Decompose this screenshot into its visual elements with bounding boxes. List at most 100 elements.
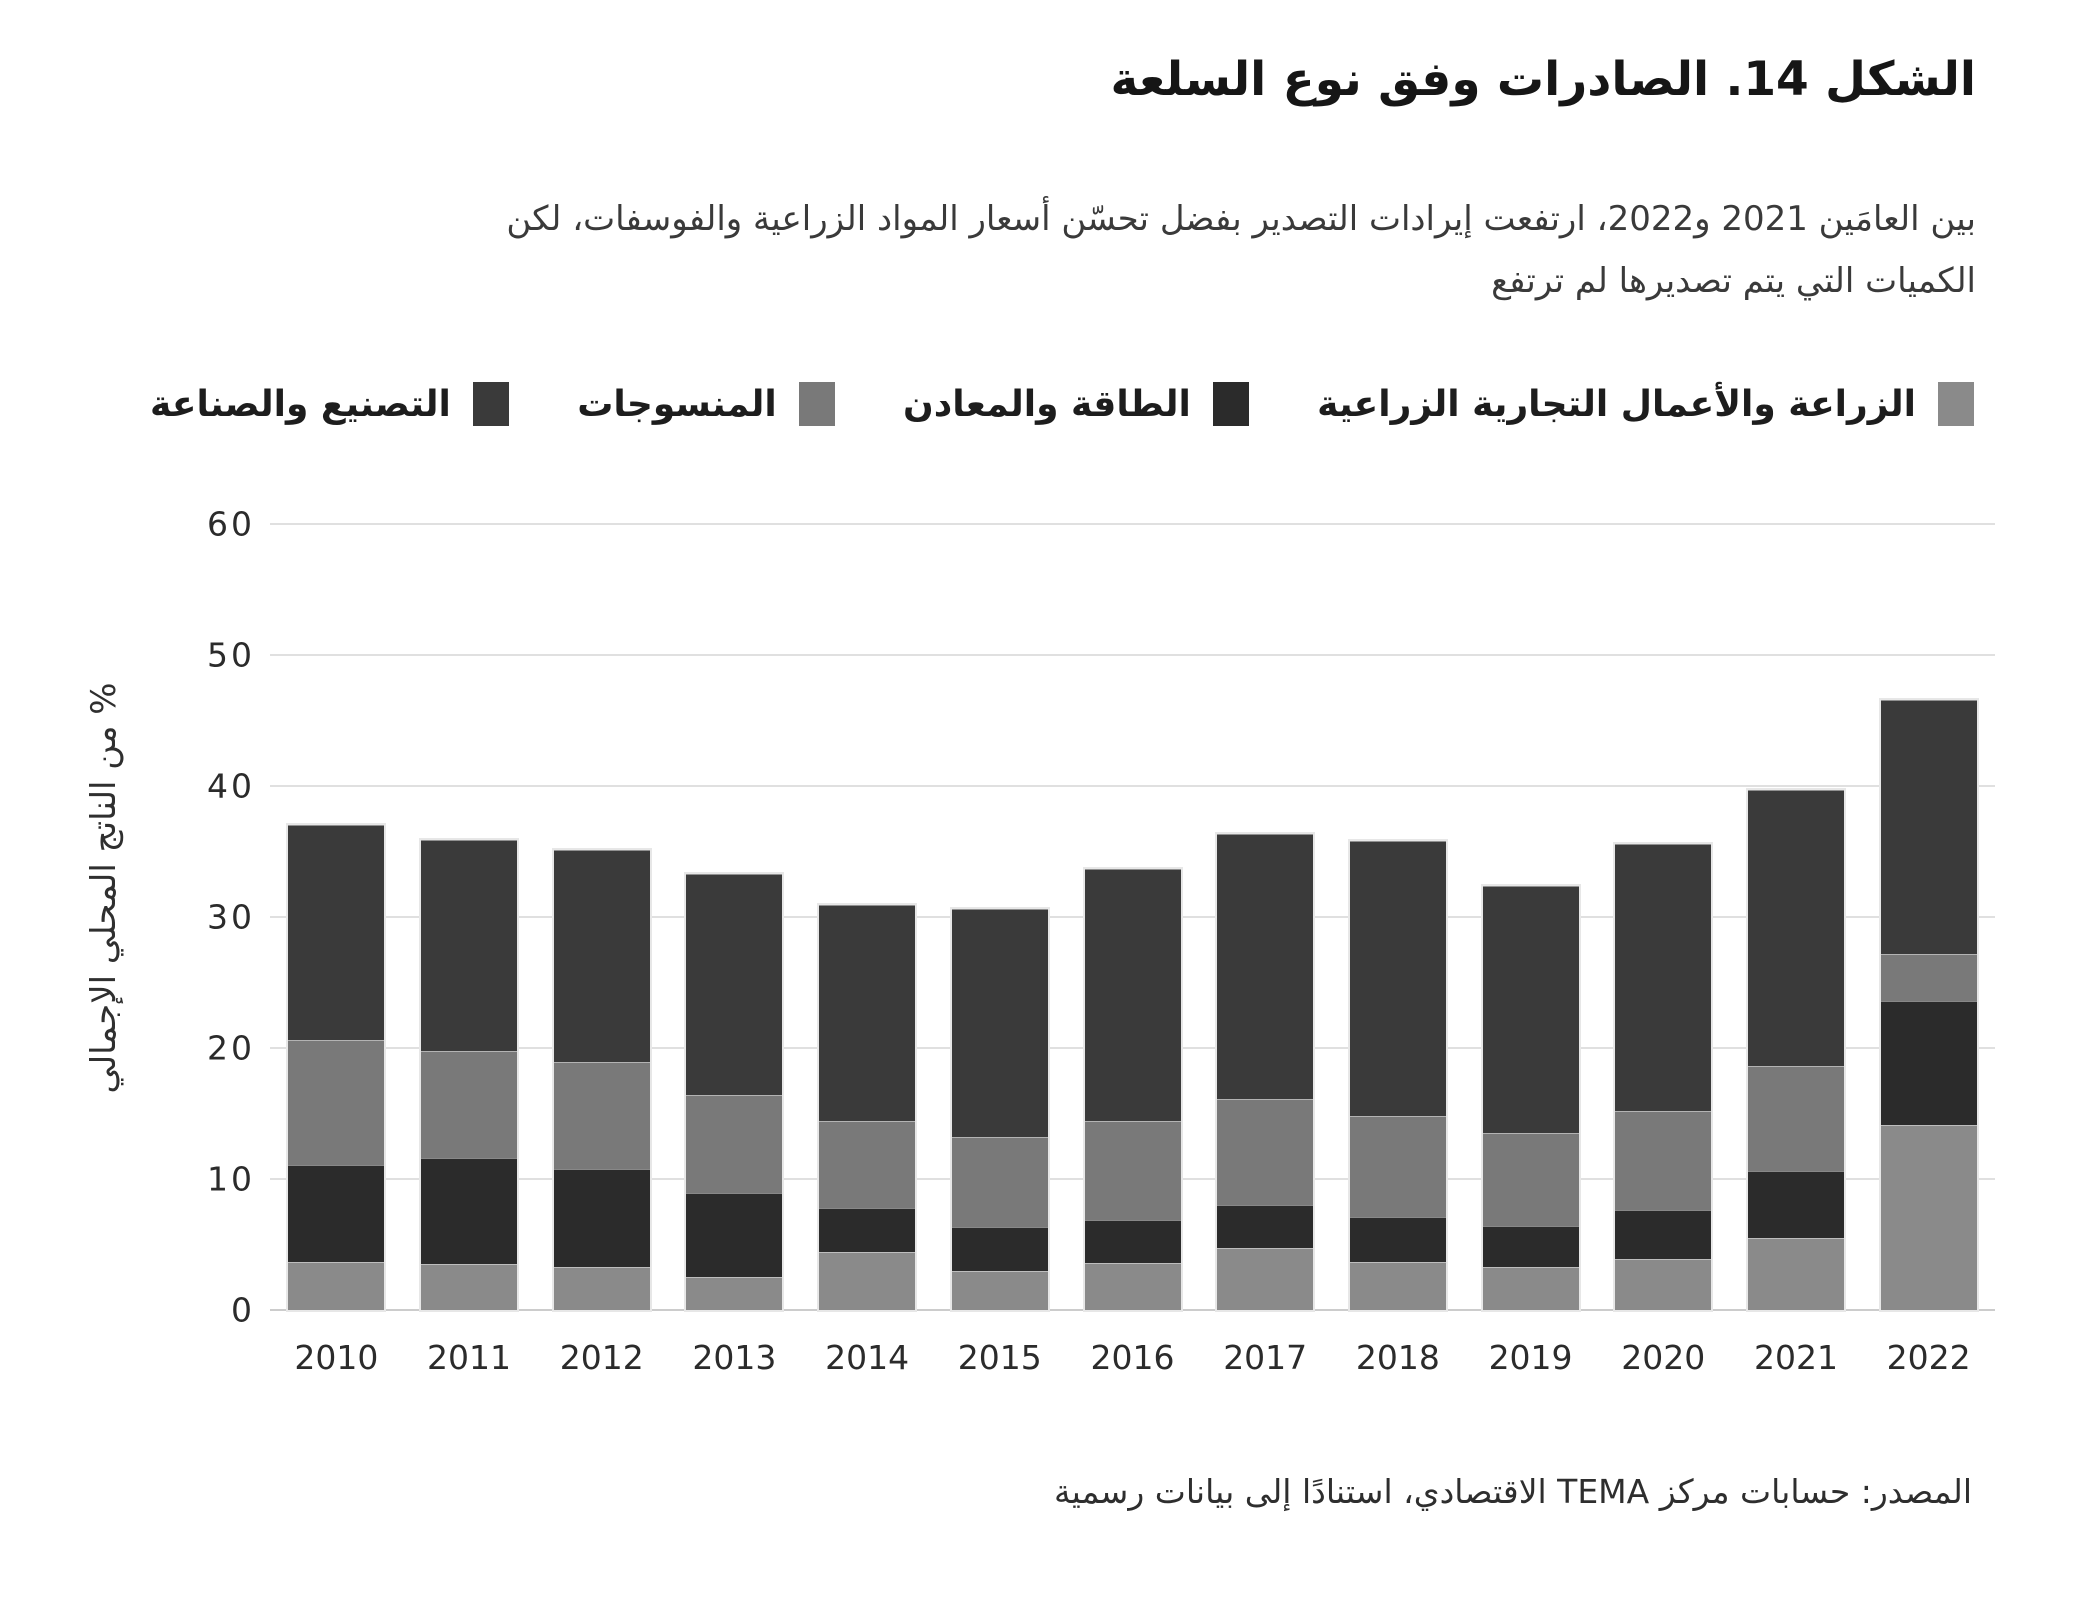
bar-2021-segment-3 <box>1747 789 1844 1067</box>
bar-2014 <box>817 903 918 1312</box>
bar-2021-segment-0 <box>1747 1237 1844 1310</box>
bar-2015 <box>949 907 1050 1312</box>
gridline-40 <box>270 785 1995 787</box>
bar-2019-segment-0 <box>1482 1266 1579 1310</box>
bar-2011-segment-0 <box>421 1264 518 1310</box>
bar-2012-segment-0 <box>553 1266 650 1310</box>
legend-swatch-icon-0 <box>1938 382 1974 426</box>
bar-2018-segment-1 <box>1349 1216 1446 1262</box>
x-tick-label-2013: 2013 <box>692 1338 777 1377</box>
bar-2011 <box>419 837 520 1312</box>
legend-item-1: الطاقة والمعادن <box>903 382 1249 426</box>
x-tick-label-2011: 2011 <box>427 1338 512 1377</box>
x-tick-label-2017: 2017 <box>1223 1338 1308 1377</box>
bar-2013-segment-2 <box>686 1095 783 1194</box>
bar-2017 <box>1215 832 1316 1312</box>
y-tick-label-30: 30 <box>207 897 255 937</box>
bar-2010-segment-0 <box>288 1261 385 1310</box>
bar-2012-segment-1 <box>553 1168 650 1267</box>
y-tick-label-10: 10 <box>207 1159 255 1199</box>
chart-title: الشكل 14. الصادرات وفق نوع السلعة <box>1110 52 1976 107</box>
gridline-60 <box>270 523 1995 525</box>
bar-2010 <box>286 823 387 1312</box>
legend-swatch-icon-2 <box>798 382 835 426</box>
x-tick-label-2021: 2021 <box>1753 1338 1838 1377</box>
legend-item-0: الزراعة والأعمال التجارية الزراعية <box>1317 382 1974 426</box>
bar-2020-segment-1 <box>1615 1210 1712 1259</box>
bar-2021 <box>1745 787 1846 1312</box>
x-tick-label-2014: 2014 <box>825 1338 910 1377</box>
legend-swatch-icon-1 <box>1212 382 1249 426</box>
legend-item-2: المنسوجات <box>577 382 835 426</box>
legend-label-3: التصنيع والصناعة <box>150 383 451 425</box>
chart-subtitle: بين العامَين 2021 و2022، ارتفعت إيرادات … <box>108 188 1976 312</box>
bar-2014-segment-3 <box>819 905 916 1122</box>
bar-2019-segment-1 <box>1482 1226 1579 1267</box>
bar-2016-segment-0 <box>1084 1262 1181 1310</box>
bar-2015-segment-2 <box>951 1137 1048 1228</box>
bar-2013 <box>684 871 785 1312</box>
bar-2012-segment-3 <box>553 850 650 1063</box>
legend-item-3: التصنيع والصناعة <box>150 382 509 426</box>
y-tick-label-50: 50 <box>207 635 255 675</box>
chart-subtitle-line-2: الكميات التي يتم تصديرها لم ترتفع <box>1491 261 1976 301</box>
bar-2016-segment-2 <box>1084 1121 1181 1220</box>
bar-2015-segment-0 <box>951 1270 1048 1310</box>
x-tick-label-2012: 2012 <box>559 1338 644 1377</box>
chart-subtitle-line-1: بين العامَين 2021 و2022، ارتفعت إيرادات … <box>506 199 1976 239</box>
bar-2010-segment-2 <box>288 1040 385 1165</box>
bar-2013-segment-0 <box>686 1277 783 1310</box>
bar-2014-segment-1 <box>819 1207 916 1253</box>
x-tick-label-2015: 2015 <box>957 1338 1042 1377</box>
bar-2014-segment-0 <box>819 1252 916 1310</box>
bar-2020-segment-0 <box>1615 1258 1712 1310</box>
bar-2017-segment-3 <box>1217 834 1314 1100</box>
bar-2011-segment-3 <box>421 839 518 1051</box>
bar-2018 <box>1347 839 1448 1312</box>
bar-2022-segment-2 <box>1880 953 1977 1001</box>
bar-2022-segment-1 <box>1880 1000 1977 1126</box>
y-tick-label-60: 60 <box>207 504 255 544</box>
bar-2018-segment-3 <box>1349 841 1446 1117</box>
bar-2018-segment-2 <box>1349 1116 1446 1217</box>
legend-label-0: الزراعة والأعمال التجارية الزراعية <box>1317 383 1916 425</box>
bar-2015-segment-3 <box>951 909 1048 1138</box>
x-tick-label-2022: 2022 <box>1886 1338 1971 1377</box>
bar-2021-segment-1 <box>1747 1171 1844 1238</box>
gridline-50 <box>270 654 1995 656</box>
legend-label-1: الطاقة والمعادن <box>903 383 1191 425</box>
bar-2017-segment-2 <box>1217 1099 1314 1206</box>
bar-2014-segment-2 <box>819 1121 916 1208</box>
bar-2012 <box>551 848 652 1312</box>
x-tick-label-2020: 2020 <box>1621 1338 1706 1377</box>
bar-2016-segment-3 <box>1084 868 1181 1122</box>
legend-swatch-icon-3 <box>472 382 509 426</box>
x-tick-label-2018: 2018 <box>1355 1338 1440 1377</box>
bar-2013-segment-3 <box>686 873 783 1096</box>
bar-2022 <box>1878 697 1979 1312</box>
x-tick-label-2016: 2016 <box>1090 1338 1175 1377</box>
x-tick-label-2019: 2019 <box>1488 1338 1573 1377</box>
bar-2022-segment-0 <box>1880 1125 1977 1310</box>
bar-2016 <box>1082 866 1183 1312</box>
source-note: المصدر: حسابات مركز TEMA الاقتصادي، استن… <box>1053 1472 1972 1511</box>
bar-2013-segment-1 <box>686 1193 783 1278</box>
bar-2012-segment-2 <box>553 1062 650 1169</box>
y-axis-label: % من الناتج المحلي الإجمالي <box>84 682 124 1094</box>
bar-2022-segment-3 <box>1880 699 1977 954</box>
bar-2020 <box>1613 841 1714 1312</box>
y-tick-label-20: 20 <box>207 1028 255 1068</box>
y-tick-label-40: 40 <box>207 766 255 806</box>
bar-2011-segment-1 <box>421 1158 518 1265</box>
bar-2010-segment-3 <box>288 825 385 1041</box>
bar-2016-segment-1 <box>1084 1219 1181 1263</box>
bar-2020-segment-3 <box>1615 843 1712 1111</box>
chart-legend: الزراعة والأعمال التجارية الزراعية الطاقة… <box>150 382 1974 426</box>
bar-2011-segment-2 <box>421 1050 518 1159</box>
x-tick-label-2010: 2010 <box>294 1338 379 1377</box>
bar-2018-segment-0 <box>1349 1261 1446 1310</box>
legend-label-2: المنسوجات <box>577 383 777 425</box>
bar-2019-segment-3 <box>1482 885 1579 1134</box>
